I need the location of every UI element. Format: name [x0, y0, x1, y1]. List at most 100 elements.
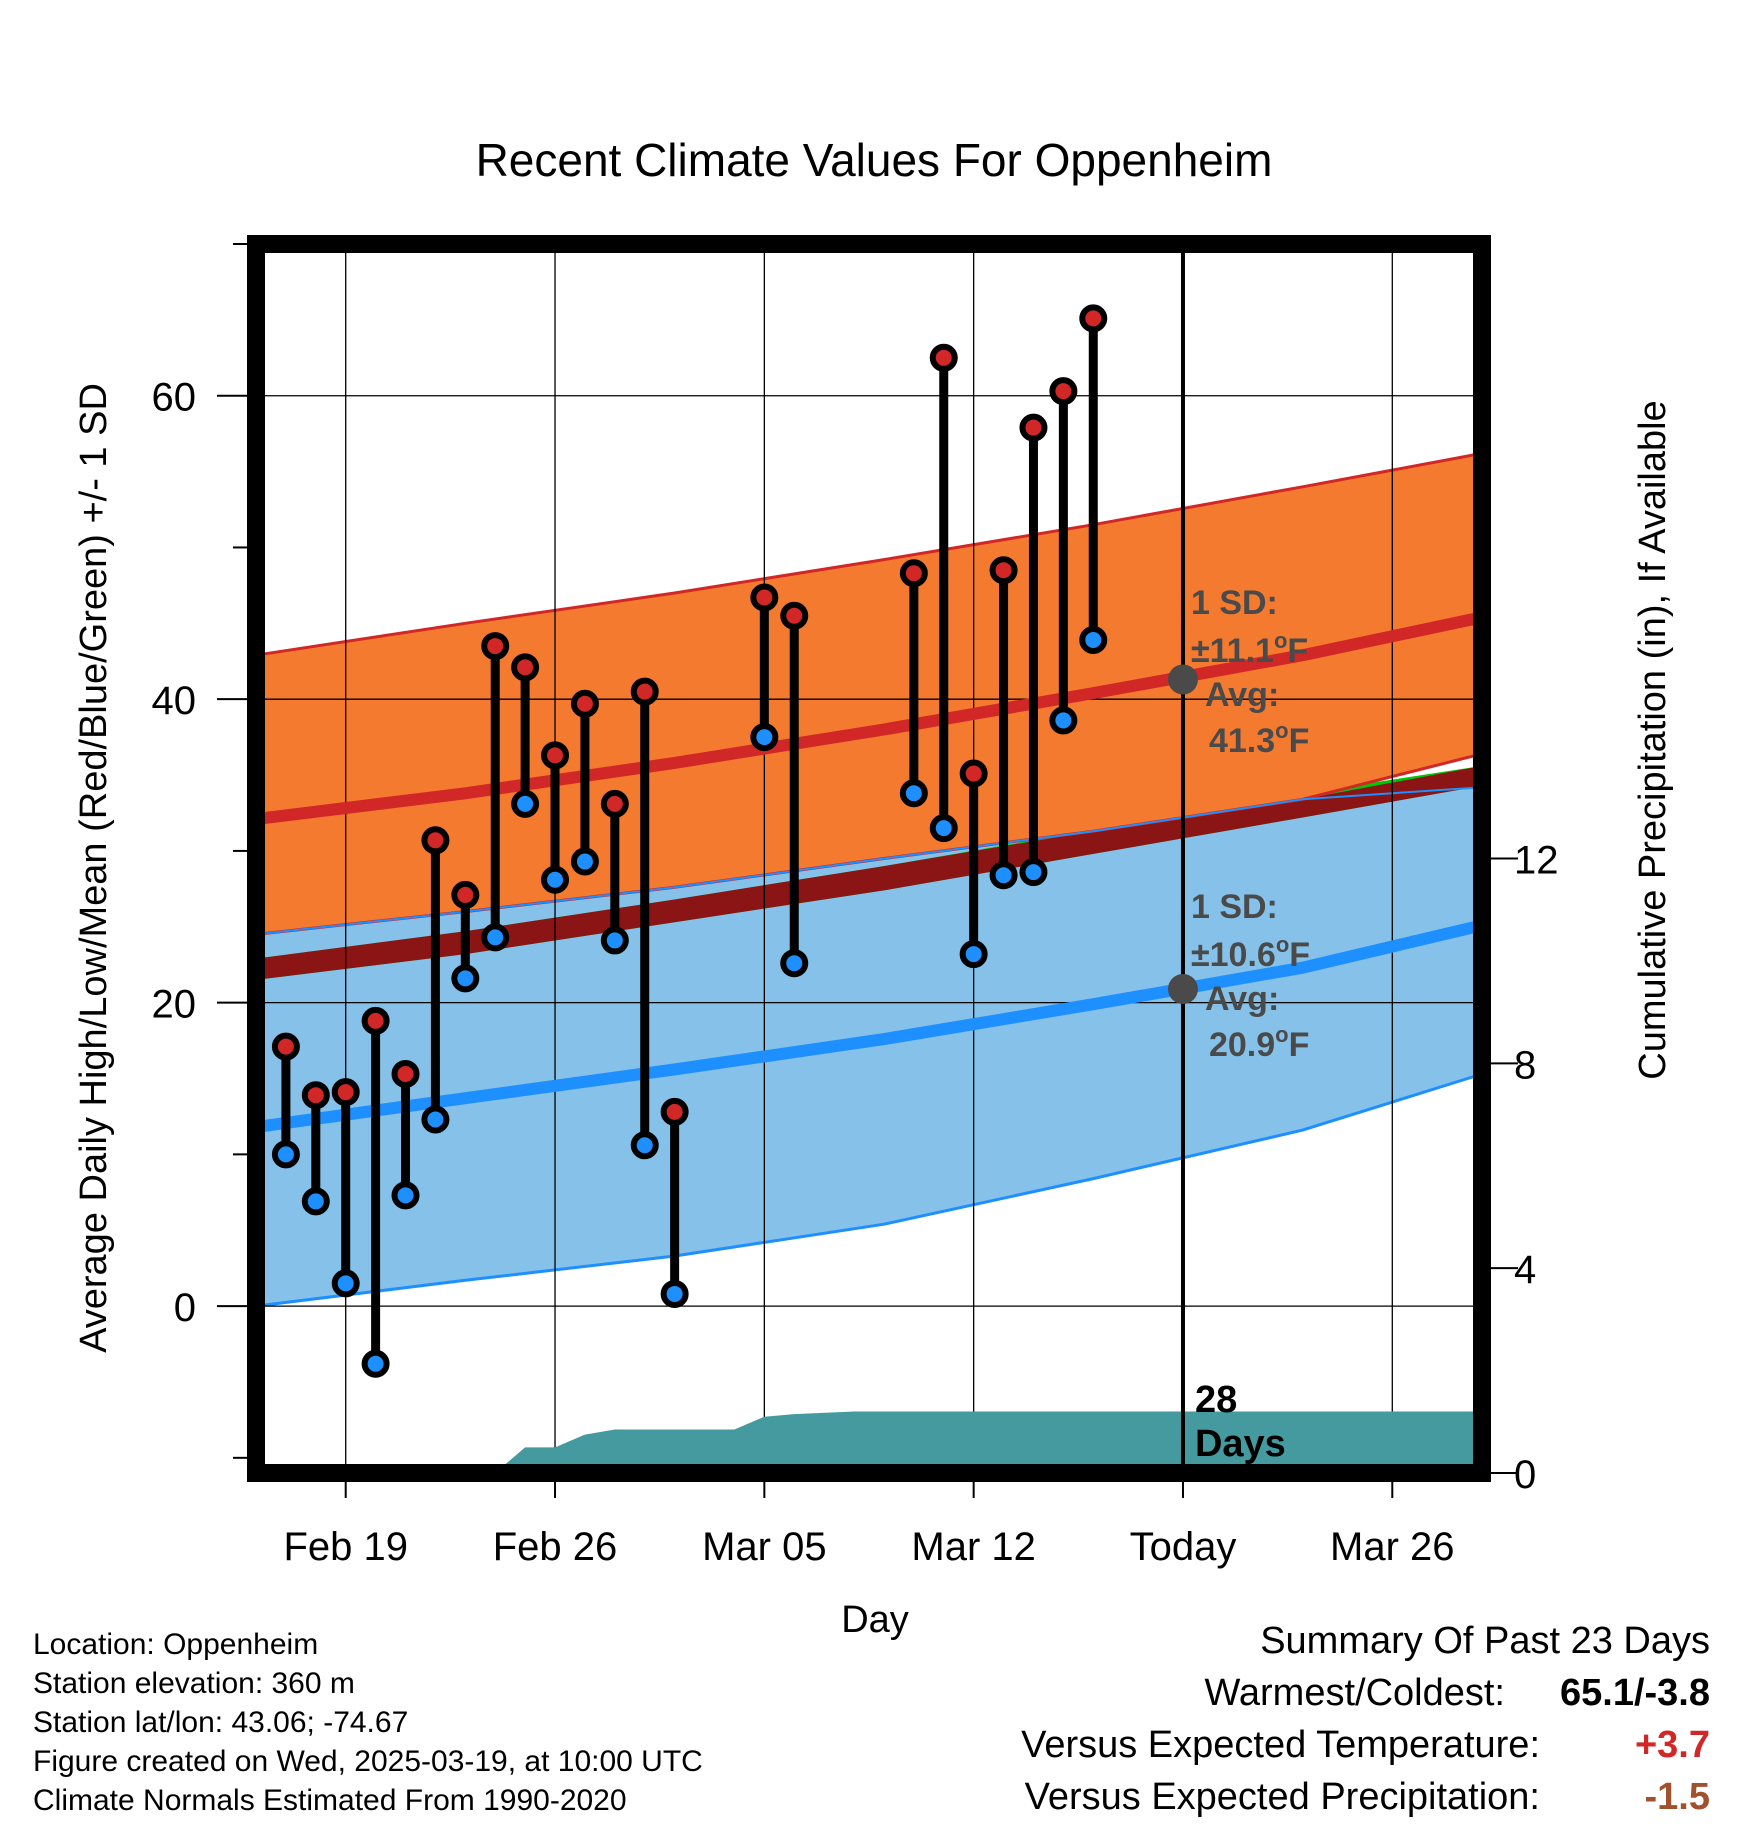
summary-title-text: Summary Of Past 23 Days	[1260, 1620, 1710, 1662]
high-avg-value: 41.3oF	[1209, 718, 1309, 760]
high-avg-label: Avg:	[1205, 676, 1279, 714]
observed-high-point	[660, 1097, 689, 1126]
y2-tick-label: 12	[1514, 839, 1559, 883]
footer-location: Location: Oppenheim	[33, 1628, 319, 1661]
observed-low-point	[780, 949, 809, 978]
observed-high-point	[1079, 304, 1108, 333]
observed-low-point	[989, 861, 1018, 890]
low-average-today-dot	[1167, 973, 1198, 1004]
observed-high-point	[630, 677, 659, 706]
y2-axis-label: Cumulative Precipitation (in), If Availa…	[1632, 400, 1674, 1079]
degree-mark: o	[1276, 932, 1289, 957]
plot-frame	[247, 235, 1491, 1482]
y2-tick-label: 4	[1514, 1248, 1536, 1292]
observed-low-point	[481, 923, 510, 952]
x-tick-label: Feb 26	[493, 1525, 618, 1569]
observed-high-point	[600, 789, 629, 818]
summary-precip-value: -1.5	[1644, 1776, 1710, 1818]
observed-high-point	[301, 1081, 330, 1110]
observed-high-point	[989, 556, 1018, 585]
low-average-line	[255, 919, 1484, 1134]
observed-low-point	[570, 847, 599, 876]
degree-mark: o	[1275, 1022, 1288, 1047]
observed-low-point	[750, 723, 779, 752]
low-sd-label: 1 SD:	[1191, 888, 1278, 926]
observed-high-point	[780, 601, 809, 630]
annotations: 1 SD: ±11.1oF Avg: 41.3oF 1 SD: ±10.6oF Avg: 20…	[1191, 584, 1310, 1465]
observed-low-point	[630, 1131, 659, 1160]
observations	[271, 304, 1108, 1378]
high-sd-value: ±11.1oF	[1191, 628, 1308, 670]
unit-letter: F	[1289, 936, 1310, 974]
observed-low-point	[331, 1269, 360, 1298]
low-avg-value: 20.9oF	[1209, 1022, 1309, 1064]
observed-high-point	[750, 583, 779, 612]
observed-high-point	[271, 1032, 300, 1061]
footer-normals: Climate Normals Estimated From 1990-2020	[33, 1784, 627, 1817]
high-sd-label: 1 SD:	[1191, 584, 1278, 622]
high-average-today-dot	[1167, 664, 1198, 695]
precipitation-area	[256, 1411, 1482, 1473]
observed-high-point	[1019, 413, 1048, 442]
observed-high-point	[481, 632, 510, 661]
x-tick-label: Mar 12	[911, 1525, 1036, 1569]
normal-lines	[255, 611, 1484, 1134]
observed-low-point	[361, 1349, 390, 1378]
summary-warmest-label: Warmest/Coldest:	[1204, 1672, 1505, 1714]
observed-low-point	[929, 814, 958, 843]
observed-high-point	[899, 559, 928, 588]
degree-mark: o	[1275, 718, 1288, 743]
observed-low-point	[451, 964, 480, 993]
observed-low-point	[600, 926, 629, 955]
observed-low-point	[1019, 858, 1048, 887]
today-marker	[1167, 244, 1198, 1473]
x-tick-label: Mar 26	[1330, 1525, 1455, 1569]
observed-high-point	[511, 653, 540, 682]
high-upper-edge	[255, 451, 1483, 657]
axes: Feb 19 Feb 26 Mar 05 Mar 12 Today Mar 2602040…	[152, 235, 1559, 1569]
observed-low-point	[1049, 706, 1078, 735]
low-avg-label: Avg:	[1205, 980, 1279, 1018]
summary-precip-label: Versus Expected Precipitation:	[1024, 1776, 1540, 1818]
x-axis-label: Day	[841, 1599, 909, 1641]
chart-title: Recent Climate Values For Oppenheim	[476, 134, 1273, 186]
observed-high-point	[541, 741, 570, 770]
observed-low-point	[660, 1279, 689, 1308]
observed-low-point	[391, 1181, 420, 1210]
observed-low-point	[1079, 626, 1108, 655]
observed-high-point	[361, 1006, 390, 1035]
x-tick-label: Mar 05	[702, 1525, 827, 1569]
high-average-line	[255, 611, 1484, 826]
observed-high-point	[421, 826, 450, 855]
observed-high-point	[451, 880, 480, 909]
observed-high-point	[929, 343, 958, 372]
y-tick-label: 20	[152, 983, 197, 1027]
footer-elevation: Station elevation: 360 m	[33, 1667, 355, 1700]
unit-letter: F	[1289, 1026, 1310, 1064]
observed-high-point	[1049, 377, 1078, 406]
observed-low-point	[301, 1187, 330, 1216]
observed-low-point	[511, 789, 540, 818]
degree-mark: o	[1274, 628, 1287, 653]
y-axis-label: Average Daily High/Low/Mean (Red/Blue/Gr…	[73, 383, 115, 1353]
days-count: 28	[1195, 1379, 1237, 1421]
observed-low-point	[899, 779, 928, 808]
observed-high-point	[959, 759, 988, 788]
observed-high-point	[570, 689, 599, 718]
unit-letter: F	[1289, 722, 1310, 760]
summary-warmest-value: 65.1/-3.8	[1560, 1672, 1710, 1714]
x-tick-label: Today	[1130, 1525, 1237, 1569]
low-sd-value: ±10.6oF	[1191, 932, 1310, 974]
high-sd-band	[256, 453, 1482, 935]
observed-low-point	[271, 1140, 300, 1169]
footer-created: Figure created on Wed, 2025-03-19, at 10…	[33, 1745, 703, 1778]
observed-low-point	[541, 865, 570, 894]
low-lower-edge	[255, 1072, 1483, 1308]
observed-high-point	[331, 1078, 360, 1107]
plot-area: 1 SD: ±11.1oF Avg: 41.3oF 1 SD: ±10.6oF Avg: 20…	[255, 244, 1484, 1473]
x-tick-label: Feb 19	[283, 1525, 408, 1569]
observed-low-point	[959, 940, 988, 969]
y2-tick-label: 0	[1514, 1453, 1536, 1497]
summary-temp-label: Versus Expected Temperature:	[1021, 1724, 1540, 1766]
